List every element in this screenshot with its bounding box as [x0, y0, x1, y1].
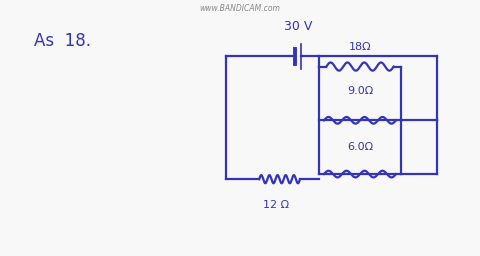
Text: 12 Ω: 12 Ω — [263, 200, 289, 210]
Text: As  18.: As 18. — [34, 32, 91, 50]
Text: www.BANDICAM.com: www.BANDICAM.com — [200, 4, 280, 13]
Text: 9.0Ω: 9.0Ω — [347, 86, 373, 96]
Text: 6.0Ω: 6.0Ω — [347, 142, 373, 152]
Text: 30 V: 30 V — [284, 20, 312, 33]
Text: 18Ω: 18Ω — [348, 42, 372, 52]
